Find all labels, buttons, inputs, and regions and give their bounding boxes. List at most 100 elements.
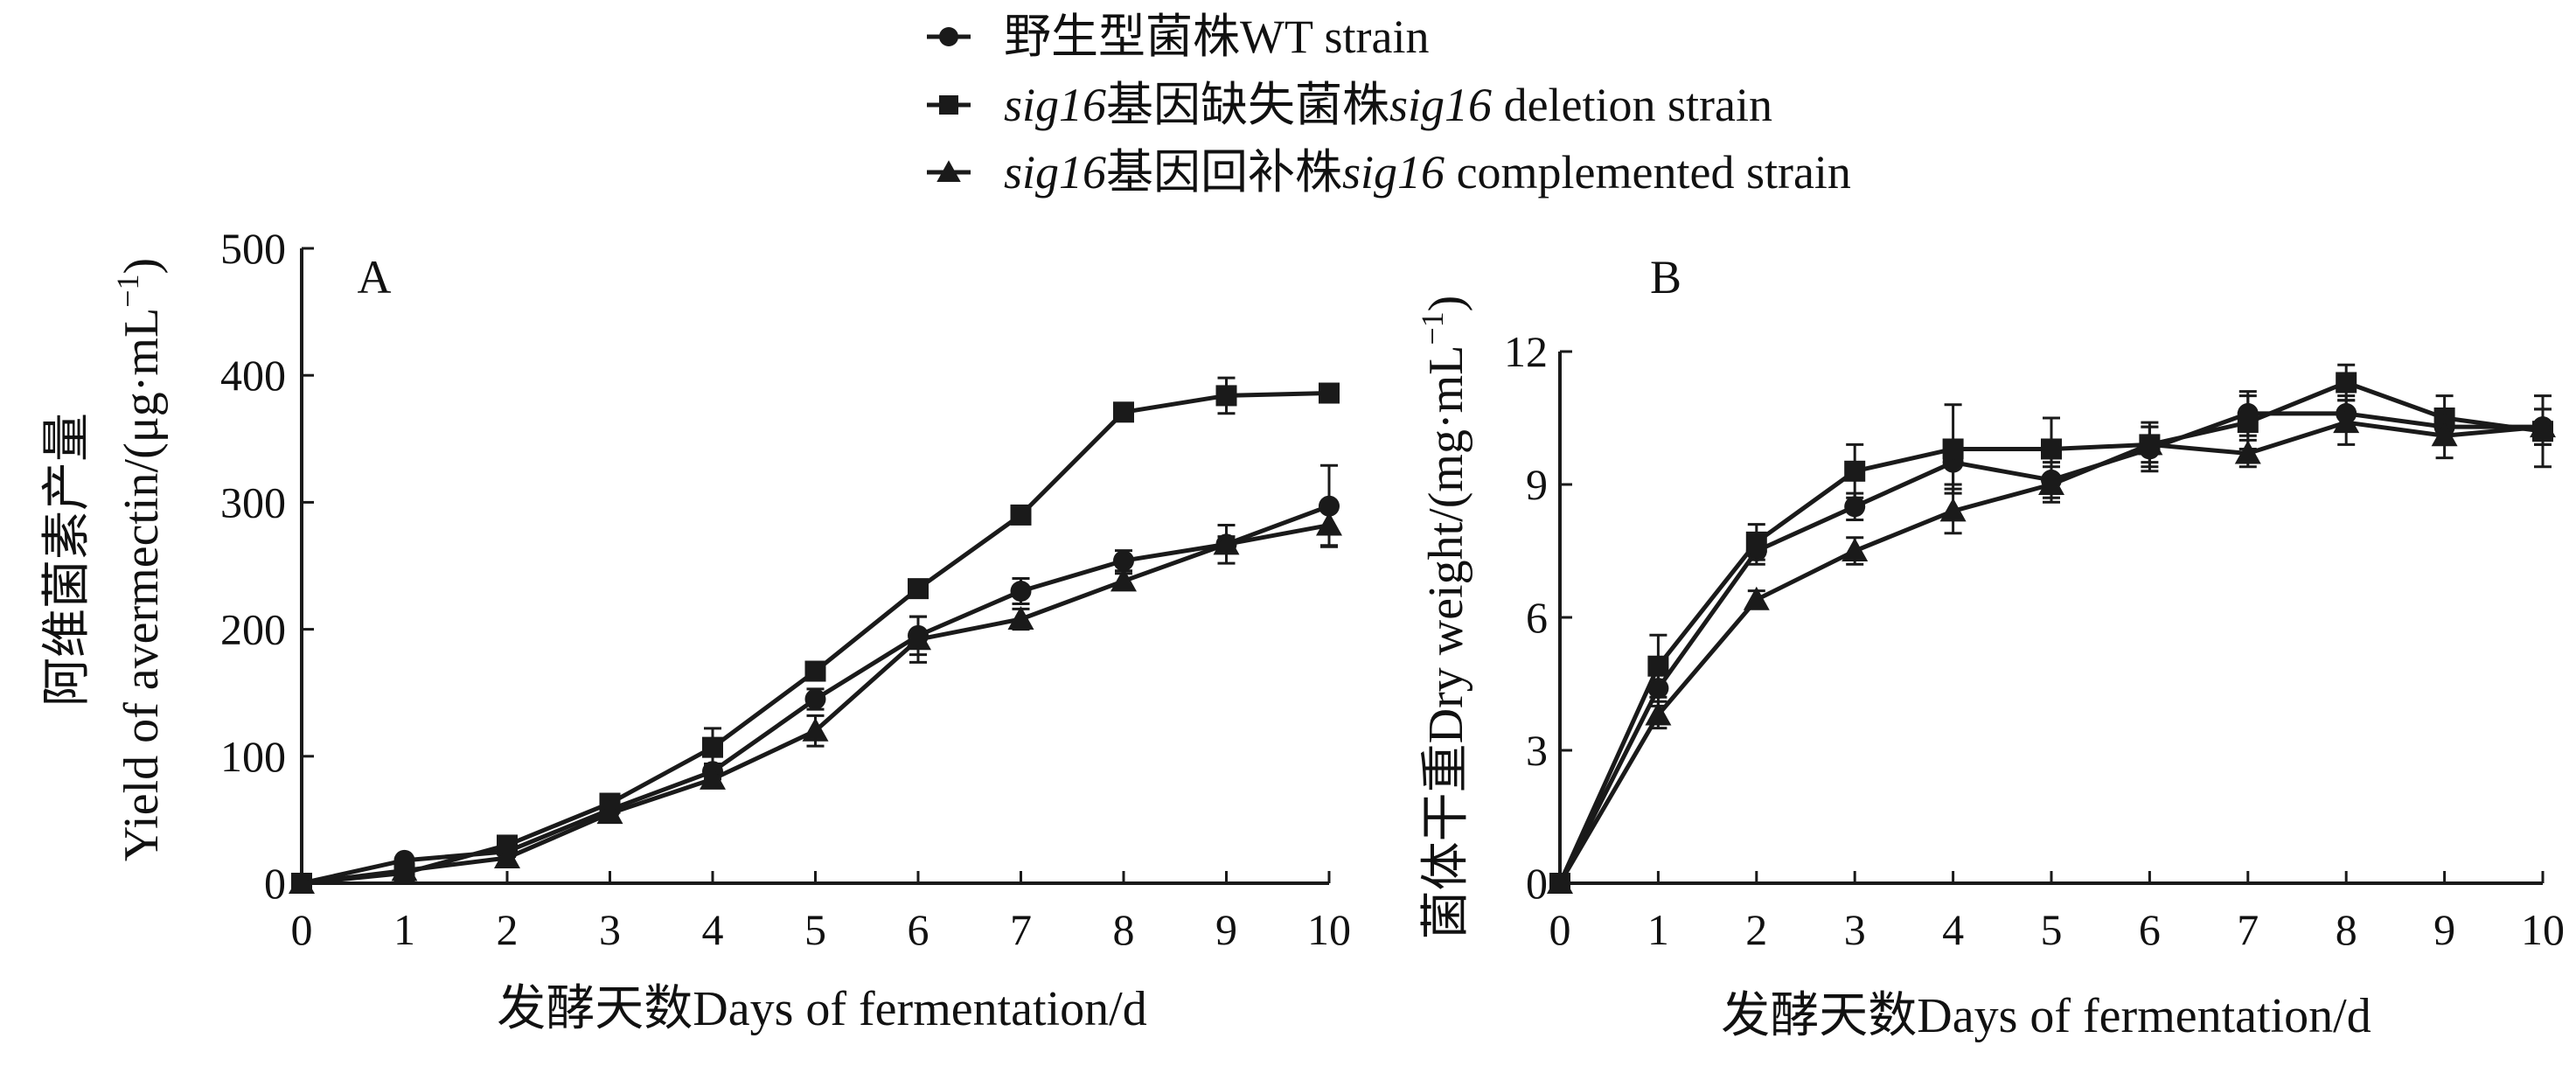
x-axis-title: 发酵天数Days of fermentation/d xyxy=(1721,989,2371,1043)
data-point-square xyxy=(908,578,929,600)
legend-marker-triangle xyxy=(936,160,961,182)
data-point-square xyxy=(2336,372,2357,394)
panel-label: A xyxy=(358,251,392,303)
legend-marker-square xyxy=(939,95,958,115)
legend-marker-circle xyxy=(939,27,958,46)
data-point-triangle xyxy=(1007,605,1034,630)
legend-label-3: sig16基因回补株sig16 complemented strain xyxy=(1004,146,1851,199)
data-point-triangle xyxy=(1939,498,1967,522)
data-point-square xyxy=(2237,412,2259,434)
y-axis-title-superscript: −1 xyxy=(1415,311,1450,345)
legend-label-part: complemented strain xyxy=(1445,146,1851,199)
x-tick-label: 9 xyxy=(2433,905,2455,954)
x-tick-label: 10 xyxy=(1307,905,1351,954)
data-point-triangle xyxy=(494,844,520,868)
x-tick-label: 4 xyxy=(702,905,724,954)
x-tick-label: 7 xyxy=(1010,905,1032,954)
data-point-square xyxy=(1942,438,1964,460)
data-point-triangle xyxy=(596,800,623,825)
x-tick-label: 2 xyxy=(1745,905,1767,954)
legend-label-part: sig16 xyxy=(1004,146,1106,199)
x-tick-label: 0 xyxy=(291,905,313,954)
data-point-square xyxy=(1113,401,1134,423)
data-point-square xyxy=(1844,460,1866,482)
data-point-triangle xyxy=(2038,471,2064,495)
data-point-triangle xyxy=(2333,409,2360,434)
y-axis-title-text: 阿维菌素产量 xyxy=(40,413,94,707)
series-triangle xyxy=(1547,399,2556,894)
y-tick-label: 300 xyxy=(220,477,286,526)
legend-label-part: sig16 xyxy=(1389,79,1492,131)
data-point-square xyxy=(804,660,826,682)
data-point-triangle xyxy=(2234,440,2261,464)
x-tick-label: 0 xyxy=(1549,905,1571,954)
series-line xyxy=(301,391,1330,886)
data-point-triangle xyxy=(1841,538,1869,561)
y-axis-title-text: 菌体干重Dry weight/(mg·mL xyxy=(1419,345,1473,940)
x-tick-label: 1 xyxy=(1647,905,1669,954)
x-tick-label: 1 xyxy=(393,905,415,954)
y-axis-title-superscript: −1 xyxy=(110,274,145,307)
x-tick-label: 4 xyxy=(1942,905,1964,954)
data-point-circle xyxy=(1113,550,1134,572)
y-tick-label: 100 xyxy=(220,732,286,781)
y-tick-label: 0 xyxy=(1526,859,1548,908)
series-triangle xyxy=(289,503,1342,894)
data-point-triangle xyxy=(700,765,726,790)
data-point-triangle xyxy=(2136,431,2163,456)
x-axis-title: 发酵天数Days of fermentation/d xyxy=(497,982,1146,1036)
y-tick-label: 0 xyxy=(264,859,286,908)
y-axis-title: Yield of avermectin/(μg·mL−1) xyxy=(110,258,169,861)
legend-label-part: deletion strain xyxy=(1492,79,1772,131)
x-tick-label: 2 xyxy=(497,905,519,954)
legend-label-1: 野生型菌株WT strain xyxy=(1004,10,1429,63)
data-point-circle xyxy=(804,688,826,710)
data-point-triangle xyxy=(289,870,315,894)
data-point-circle xyxy=(1010,581,1032,603)
series-square xyxy=(1549,363,2553,894)
y-axis-title-close: ) xyxy=(115,258,169,275)
data-point-circle xyxy=(1844,496,1866,518)
x-tick-label: 10 xyxy=(2521,905,2565,954)
x-tick-label: 9 xyxy=(1215,905,1237,954)
data-point-triangle xyxy=(1213,531,1240,555)
data-point-square xyxy=(1647,655,1669,677)
y-tick-label: 500 xyxy=(220,224,286,273)
series-square xyxy=(291,376,1340,894)
data-point-square xyxy=(1319,382,1340,404)
data-point-triangle xyxy=(1110,568,1137,592)
legend-label-part: sig16 xyxy=(1342,146,1445,199)
x-tick-label: 5 xyxy=(804,905,826,954)
data-point-triangle xyxy=(1645,701,1672,726)
legend-label-part: sig16 xyxy=(1004,79,1106,131)
data-point-square xyxy=(1215,385,1237,407)
y-axis-title-close: ) xyxy=(1419,296,1473,312)
y-tick-label: 3 xyxy=(1526,726,1548,775)
x-tick-label: 7 xyxy=(2237,905,2259,954)
legend-label-part: 基因缺失菌株 xyxy=(1106,79,1389,131)
y-tick-label: 6 xyxy=(1526,593,1548,642)
y-tick-label: 9 xyxy=(1526,460,1548,509)
legend-label-part: 基因回补株 xyxy=(1106,146,1342,199)
data-point-triangle xyxy=(802,717,829,742)
x-tick-label: 3 xyxy=(599,905,621,954)
data-point-triangle xyxy=(2530,414,2556,438)
data-point-triangle xyxy=(1743,586,1770,610)
data-point-square xyxy=(1745,531,1767,553)
x-tick-label: 6 xyxy=(908,905,929,954)
legend-entry-2: sig16基因缺失菌株sig16 deletion strain xyxy=(927,79,1772,131)
legend-entry-1: 野生型菌株WT strain xyxy=(927,10,1429,63)
y-tick-label: 12 xyxy=(1504,327,1548,376)
legend-entry-3: sig16基因回补株sig16 complemented strain xyxy=(927,146,1851,199)
data-point-square xyxy=(2041,438,2062,460)
data-point-square xyxy=(702,736,723,758)
y-tick-label: 200 xyxy=(220,605,286,654)
data-point-triangle xyxy=(905,626,931,651)
y-tick-label: 400 xyxy=(220,351,286,400)
x-tick-label: 8 xyxy=(2336,905,2357,954)
y-axis-title: 阿维菌素产量 xyxy=(40,413,94,707)
